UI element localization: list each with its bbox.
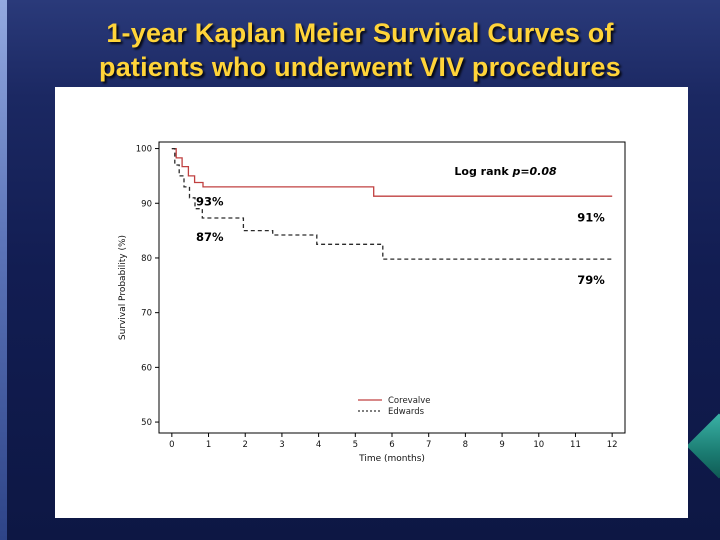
annotation-label: 93% — [196, 194, 224, 208]
slide-title-line1: 1-year Kaplan Meier Survival Curves of — [106, 18, 614, 48]
axis-titles: Survival Probability (%) Time (months) — [118, 235, 425, 464]
legend-label: Corevalve — [388, 396, 431, 406]
svg-text:60: 60 — [141, 363, 152, 373]
svg-text:70: 70 — [141, 309, 152, 319]
svg-text:90: 90 — [141, 199, 152, 209]
plot-frame — [158, 141, 626, 434]
svg-text:6: 6 — [389, 440, 394, 450]
svg-text:0: 0 — [169, 440, 174, 450]
slide-title-line2: patients who underwent VIV procedures — [99, 52, 621, 82]
km-chart-area: 0 1 2 3 4 5 6 7 8 9 10 11 12 50 60 70 80 90 100 Survival Pr… — [55, 87, 688, 518]
svg-text:2: 2 — [243, 440, 248, 450]
svg-text:12: 12 — [607, 440, 618, 450]
svg-text:8: 8 — [463, 440, 468, 450]
svg-text:100: 100 — [136, 145, 152, 155]
left-accent-stripe — [0, 0, 7, 540]
annotations: 93% 87% 91% 79% Log rank p=0.08 — [196, 165, 605, 287]
svg-text:11: 11 — [570, 440, 581, 450]
svg-text:10: 10 — [533, 440, 544, 450]
annotation-label: 91% — [577, 210, 605, 224]
y-axis-title: Survival Probability (%) — [118, 235, 128, 340]
series-corevalve-curve — [171, 147, 613, 197]
svg-text:4: 4 — [316, 440, 321, 450]
annotation-label: 79% — [577, 273, 605, 287]
svg-text:9: 9 — [499, 440, 504, 450]
svg-text:5: 5 — [353, 440, 358, 450]
svg-text:3: 3 — [279, 440, 284, 450]
slide-title: 1-year Kaplan Meier Survival Curves of p… — [0, 16, 720, 84]
legend-label: Edwards — [388, 407, 425, 417]
annotation-label: 87% — [196, 230, 224, 244]
x-axis-title: Time (months) — [358, 454, 425, 464]
svg-text:7: 7 — [426, 440, 431, 450]
log-rank-annotation: Log rank p=0.08 — [454, 165, 557, 178]
y-axis: 50 60 70 80 90 100 — [136, 145, 159, 428]
corner-decoration — [686, 413, 720, 479]
svg-text:1: 1 — [206, 440, 211, 450]
svg-text:50: 50 — [141, 418, 152, 428]
x-axis: 0 1 2 3 4 5 6 7 8 9 10 11 12 — [169, 433, 618, 450]
svg-text:80: 80 — [141, 254, 152, 264]
series-edwards-curve — [171, 147, 613, 260]
